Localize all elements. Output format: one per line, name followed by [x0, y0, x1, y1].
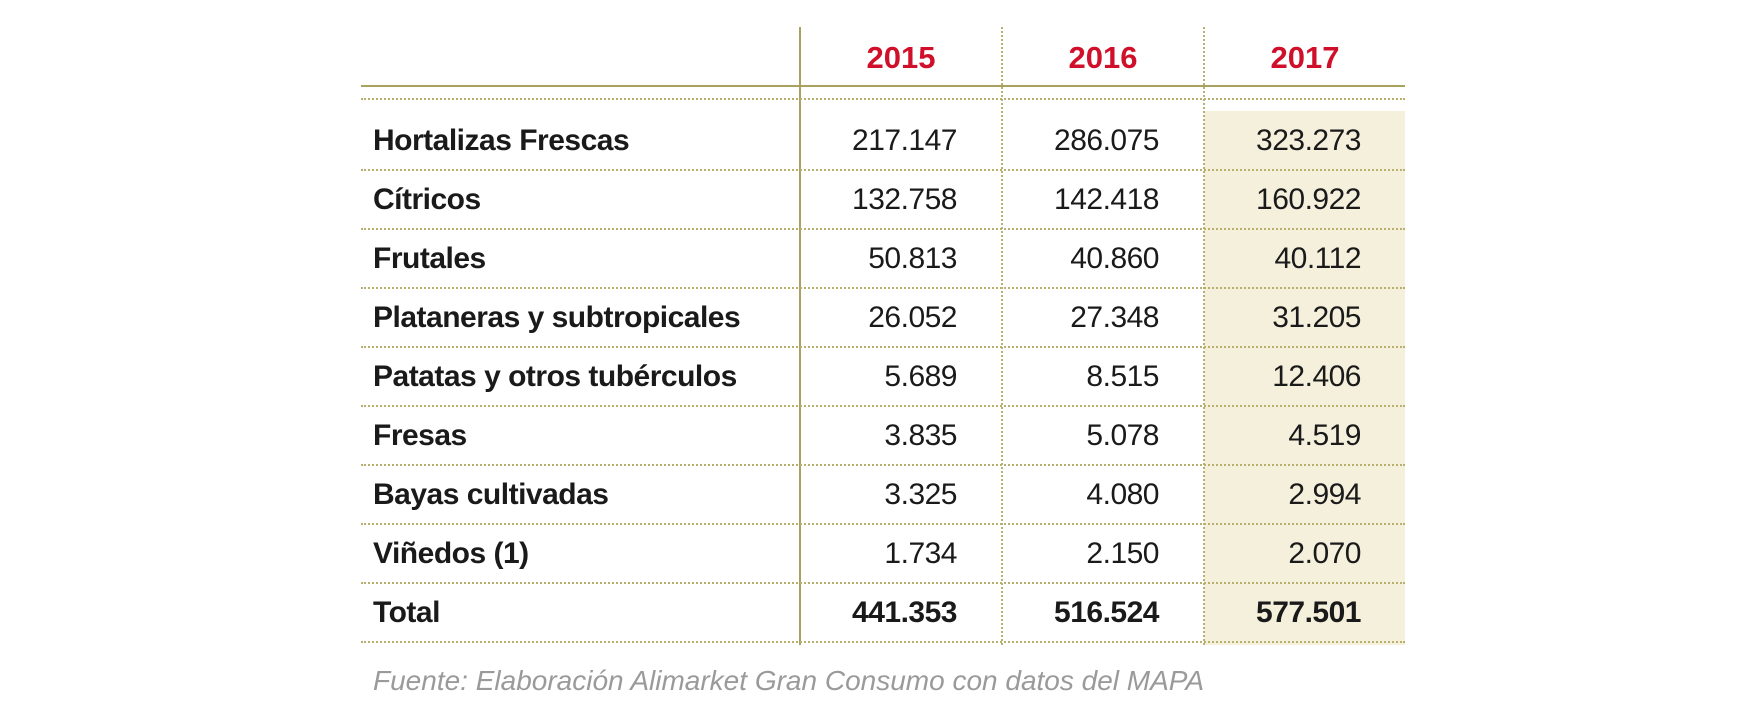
column-header: 2017	[1270, 40, 1340, 75]
highlight-column	[1204, 111, 1405, 645]
source-note: Fuente: Elaboración Alimarket Gran Consu…	[373, 665, 1205, 696]
column-divider	[1203, 27, 1205, 645]
cell-value: 2.994	[1288, 478, 1361, 511]
cell-value: 26.052	[868, 301, 957, 334]
cell-value: 3.835	[884, 419, 957, 452]
row-label: Fresas	[373, 419, 467, 452]
header-rule	[361, 85, 1405, 87]
row-divider	[361, 287, 1405, 289]
cell-value: 40.112	[1274, 242, 1361, 275]
cell-value: 2.070	[1288, 537, 1361, 570]
cell-value: 160.922	[1256, 183, 1361, 216]
cell-value: 3.325	[884, 478, 957, 511]
column-header: 2015	[866, 40, 936, 75]
total-value: 516.524	[1054, 596, 1159, 629]
cell-value: 4.519	[1288, 419, 1361, 452]
total-value: 577.501	[1256, 596, 1361, 629]
cell-value: 31.205	[1272, 301, 1361, 334]
row-divider	[361, 523, 1405, 525]
cell-value: 8.515	[1086, 360, 1159, 393]
cell-value: 12.406	[1272, 360, 1361, 393]
cell-value: 1.734	[884, 537, 957, 570]
cell-value: 5.078	[1086, 419, 1159, 452]
cell-value: 142.418	[1054, 183, 1159, 216]
row-label: Cítricos	[373, 183, 481, 216]
row-label: Hortalizas Frescas	[373, 124, 630, 157]
cell-value: 5.689	[884, 360, 957, 393]
row-divider	[361, 346, 1405, 348]
row-divider	[361, 641, 1405, 643]
row-divider	[361, 169, 1405, 171]
total-label: Total	[373, 596, 440, 629]
row-label: Frutales	[373, 242, 486, 275]
row-label: Viñedos (1)	[373, 537, 529, 570]
column-header: 2016	[1068, 40, 1138, 75]
cell-value: 286.075	[1054, 124, 1159, 157]
row-divider	[361, 464, 1405, 466]
cell-value: 40.860	[1070, 242, 1159, 275]
row-divider	[361, 405, 1405, 407]
row-divider	[361, 98, 1405, 100]
row-divider	[361, 228, 1405, 230]
cell-value: 27.348	[1070, 301, 1159, 334]
row-divider	[361, 582, 1405, 584]
cell-value: 50.813	[868, 242, 957, 275]
column-divider	[1001, 27, 1003, 645]
cell-value: 4.080	[1086, 478, 1159, 511]
cell-value: 217.147	[852, 124, 957, 157]
column-rule	[799, 27, 801, 645]
total-value: 441.353	[852, 596, 957, 629]
row-label: Plataneras y subtropicales	[373, 301, 741, 334]
cell-value: 323.273	[1256, 124, 1361, 157]
row-label: Patatas y otros tubérculos	[373, 360, 737, 393]
cell-value: 2.150	[1086, 537, 1159, 570]
cell-value: 132.758	[852, 183, 957, 216]
row-label: Bayas cultivadas	[373, 478, 609, 511]
